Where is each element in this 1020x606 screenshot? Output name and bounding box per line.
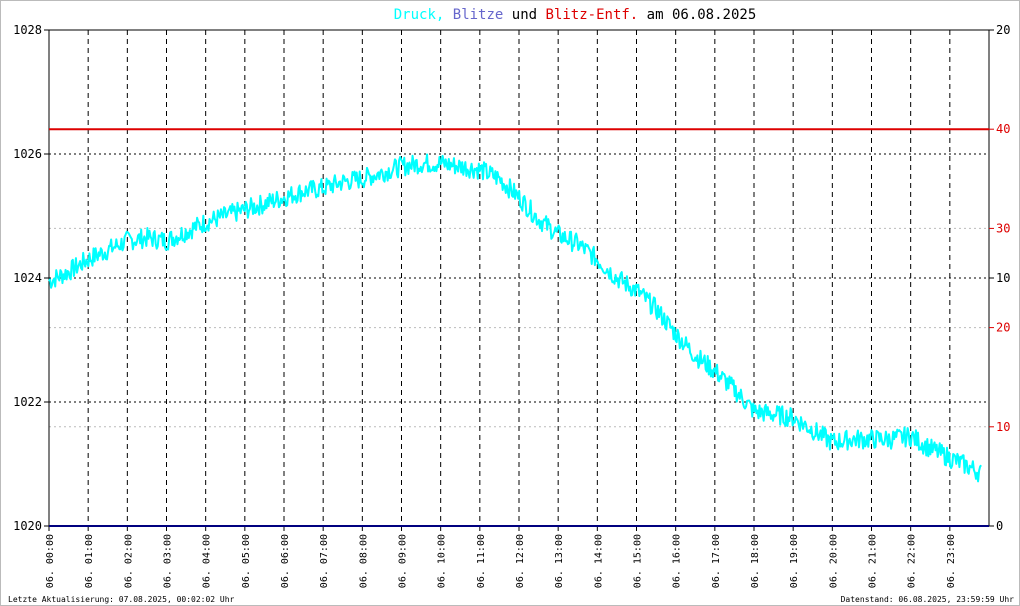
x-tick-label: 06. 05:00 bbox=[241, 534, 252, 588]
grid bbox=[49, 30, 989, 526]
x-tick-label: 06. 00:00 bbox=[45, 534, 56, 588]
footer-last-update: Letzte Aktualisierung: 07.08.2025, 00:02… bbox=[8, 595, 235, 604]
y-left-tick-label: 1024 bbox=[13, 271, 42, 285]
x-tick-label: 06. 20:00 bbox=[828, 534, 839, 588]
x-tick-label: 06. 13:00 bbox=[554, 534, 565, 588]
x-tick-label: 06. 02:00 bbox=[123, 534, 134, 588]
y-left-tick-label: 1022 bbox=[13, 395, 42, 409]
x-tick-label: 06. 03:00 bbox=[163, 534, 174, 588]
series-druck bbox=[48, 153, 982, 483]
x-tick-label: 06. 23:00 bbox=[946, 534, 957, 588]
x-tick-label: 06. 04:00 bbox=[202, 534, 213, 588]
title-date: am 06.08.2025 bbox=[647, 7, 757, 23]
x-tick-label: 06. 08:00 bbox=[358, 534, 369, 588]
x-tick-label: 06. 09:00 bbox=[398, 534, 409, 588]
chart-title: Druck, Blitze und Blitz-Entf. am 06.08.2… bbox=[394, 7, 757, 23]
title-und: und bbox=[512, 7, 537, 23]
x-tick-label: 06. 06:00 bbox=[280, 534, 291, 588]
title-blitze: Blitze bbox=[453, 7, 504, 23]
y-right-tick-label: 20 bbox=[996, 321, 1010, 335]
title-blitz-entf: Blitz-Entf. bbox=[546, 7, 639, 23]
y-right-tick-label: 40 bbox=[996, 122, 1010, 136]
y-left-tick-label: 1020 bbox=[13, 519, 42, 533]
x-tick-label: 06. 10:00 bbox=[437, 534, 448, 588]
x-tick-label: 06. 15:00 bbox=[633, 534, 644, 588]
y-left-tick-label: 1026 bbox=[13, 147, 42, 161]
x-tick-label: 06. 16:00 bbox=[672, 534, 683, 588]
x-tick-label: 06. 14:00 bbox=[593, 534, 604, 588]
x-tick-label: 06. 22:00 bbox=[907, 534, 918, 588]
footer-data-status: Datenstand: 06.08.2025, 23:59:59 Uhr bbox=[841, 595, 1015, 604]
x-tick-label: 06. 11:00 bbox=[476, 534, 487, 588]
y-left-tick-label: 1028 bbox=[13, 23, 42, 37]
series bbox=[48, 128, 989, 527]
y-right-tick-label: 10 bbox=[996, 271, 1010, 285]
x-tick-label: 06. 19:00 bbox=[789, 534, 800, 588]
x-tick-label: 06. 21:00 bbox=[868, 534, 879, 588]
x-tick-label: 06. 12:00 bbox=[515, 534, 526, 588]
title-druck: Druck, bbox=[394, 7, 445, 23]
x-tick-label: 06. 18:00 bbox=[750, 534, 761, 588]
x-tick-label: 06. 01:00 bbox=[84, 534, 95, 588]
y-right-tick-label: 30 bbox=[996, 221, 1010, 235]
y-right-tick-label: 10 bbox=[996, 420, 1010, 434]
x-tick-label: 06. 17:00 bbox=[711, 534, 722, 588]
x-tick-label: 06. 07:00 bbox=[319, 534, 330, 588]
y-right-tick-label: 20 bbox=[996, 23, 1010, 37]
y-right-tick-label: 0 bbox=[996, 519, 1003, 533]
